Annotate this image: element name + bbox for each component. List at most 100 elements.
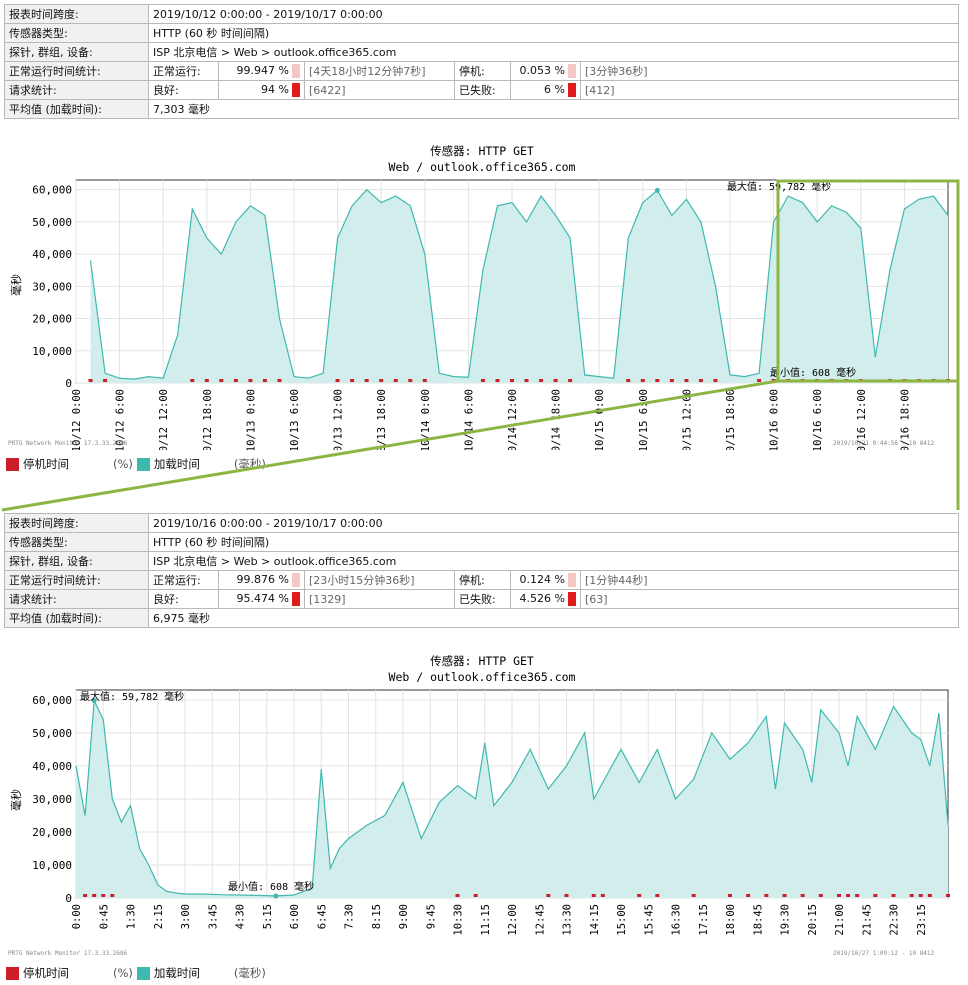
downtime-marker <box>846 894 851 897</box>
down-label: 停机: <box>454 570 511 590</box>
good-value: 94 % <box>261 83 289 96</box>
good-detail: [1329] <box>304 589 455 609</box>
y-tick-label: 60,000 <box>32 694 72 707</box>
downtime-marker <box>422 379 427 382</box>
x-tick-label: 2:15 <box>153 904 165 929</box>
row-uptime: 正常运行时间统计: 正常运行: 99.876 % [23小时15分钟36秒] 停… <box>4 570 959 590</box>
legend-downtime-swatch <box>6 457 19 471</box>
up-value-cell: 99.876 % <box>218 570 305 590</box>
x-tick-label: 3:00 <box>180 904 192 929</box>
report-span-label: 报表时间跨度: <box>4 4 149 24</box>
y-tick-label: 20,000 <box>32 826 72 839</box>
downtime-marker <box>837 894 841 897</box>
downtime-marker <box>818 894 823 897</box>
chart-1-ylabel: 毫秒 <box>9 274 23 296</box>
y-tick-label: 10,000 <box>32 345 72 358</box>
load-area <box>76 700 948 898</box>
x-tick-label: 22:30 <box>889 904 901 936</box>
downtime-marker <box>204 379 209 382</box>
legend-downtime-unit: (%) <box>113 457 133 471</box>
downtime-marker <box>408 379 413 382</box>
chart-2-subtitle: Web / outlook.office365.com <box>389 670 576 684</box>
chart-1-plot: 0 10,000 20,000 30,000 40,000 50,000 60,000 10/… <box>32 179 950 459</box>
good-bar <box>292 592 300 606</box>
down-value-cell: 0.124 % <box>510 570 581 590</box>
chart-2-svg: 传感器: HTTP GET Web / outlook.office365.co… <box>9 654 950 936</box>
average-label: 平均值 (加载时间): <box>4 608 149 628</box>
downtime-marker <box>909 894 914 897</box>
fail-value: 4.526 % <box>519 592 565 605</box>
fail-detail: [63] <box>580 589 959 609</box>
x-tick-label: 4:30 <box>235 904 247 929</box>
y-tick-label: 30,000 <box>32 280 72 293</box>
downtime-marker <box>626 379 631 382</box>
x-tick-label: 7:30 <box>344 904 356 929</box>
x-tick-label: 10/16 18:00 <box>899 389 911 450</box>
x-tick-label: 10/14 18:00 <box>551 389 563 450</box>
downtime-marker <box>190 379 195 382</box>
probe-value: ISP 北京电信 > Web > outlook.office365.com <box>148 551 959 571</box>
chart-2-max-label: 最大值: 59,782 毫秒 <box>80 690 184 703</box>
x-tick-label: 8:15 <box>371 904 383 929</box>
good-label: 良好: <box>148 80 219 100</box>
probe-value: ISP 北京电信 > Web > outlook.office365.com <box>148 42 959 62</box>
downtime-marker <box>553 379 558 382</box>
x-tick-label: 10/15 18:00 <box>725 389 737 450</box>
fail-value-cell: 6 % <box>510 80 581 100</box>
x-tick-label: 10/12 6:00 <box>115 389 127 450</box>
downtime-marker <box>480 379 485 382</box>
chart-2-footer-left: PRTG Network Monitor 17.3.33.2686 <box>8 950 128 957</box>
fail-label: 已失败: <box>454 80 511 100</box>
average-value: 6,975 毫秒 <box>148 608 959 628</box>
load-area <box>90 189 948 383</box>
y-tick-label: 50,000 <box>32 727 72 740</box>
y-tick-label: 60,000 <box>32 184 72 197</box>
downtime-marker <box>637 894 642 897</box>
row-uptime: 正常运行时间统计: 正常运行: 99.947 % [4天18小时12分钟7秒] … <box>4 61 959 81</box>
fail-value-cell: 4.526 % <box>510 589 581 609</box>
x-tick-label: 10/13 12:00 <box>333 389 345 450</box>
x-tick-label: 15:45 <box>643 904 655 936</box>
fail-label: 已失败: <box>454 589 511 609</box>
downtime-marker <box>524 379 529 382</box>
x-tick-label: 20:15 <box>807 904 819 936</box>
load-line <box>89 188 949 380</box>
x-tick-label: 18:00 <box>725 904 737 936</box>
x-tick-label: 16:30 <box>671 904 683 936</box>
downtime-marker <box>600 894 605 897</box>
x-tick-label: 10/16 0:00 <box>769 389 781 450</box>
legend-downtime-label: 停机时间 <box>23 457 69 471</box>
max-point <box>91 698 97 704</box>
x-tick-label: 5:15 <box>262 904 274 929</box>
chart-2-title: 传感器: HTTP GET <box>430 654 534 668</box>
x-tick-label: 23:15 <box>916 904 928 936</box>
downtime-marker <box>698 379 703 382</box>
downtime-marker <box>891 894 896 897</box>
average-value: 7,303 毫秒 <box>148 99 959 119</box>
downtime-marker <box>564 894 569 897</box>
up-label: 正常运行: <box>148 570 219 590</box>
max-point <box>654 187 660 193</box>
good-value: 95.474 % <box>236 592 289 605</box>
x-tick-label: 10/13 0:00 <box>245 389 257 450</box>
y-tick-label: 40,000 <box>32 760 72 773</box>
chart-2-plot: 0 10,000 20,000 30,000 40,000 50,000 60,000 0:0… <box>32 689 950 936</box>
x-tick-label: 9:00 <box>398 904 410 929</box>
report-1-summary: 报表时间跨度: 2019/10/12 0:00:00 - 2019/10/17 … <box>4 4 960 119</box>
x-tick-label: 3:45 <box>207 904 219 929</box>
row-report-span: 报表时间跨度: 2019/10/16 0:00:00 - 2019/10/17 … <box>4 513 959 533</box>
good-value-cell: 94 % <box>218 80 305 100</box>
x-tick-label: 6:45 <box>316 904 328 929</box>
legend-load-label: 加载时间 <box>153 457 200 471</box>
downtime-marker <box>655 379 660 382</box>
downtime-marker <box>393 379 398 382</box>
x-tick-label: 10/15 12:00 <box>681 389 693 450</box>
report-2-summary: 报表时间跨度: 2019/10/16 0:00:00 - 2019/10/17 … <box>4 513 960 628</box>
row-requests: 请求统计: 良好: 94 % [6422] 已失败: 6 % [412] <box>4 80 959 100</box>
downtime-marker <box>455 894 460 897</box>
chart-2: 传感器: HTTP GET Web / outlook.office365.co… <box>0 650 968 985</box>
x-tick-label: 10/13 6:00 <box>289 389 301 450</box>
downtime-marker <box>495 379 500 382</box>
up-bar <box>292 573 300 587</box>
chart-1-svg: 传感器: HTTP GET Web / outlook.office365.co… <box>9 144 950 459</box>
